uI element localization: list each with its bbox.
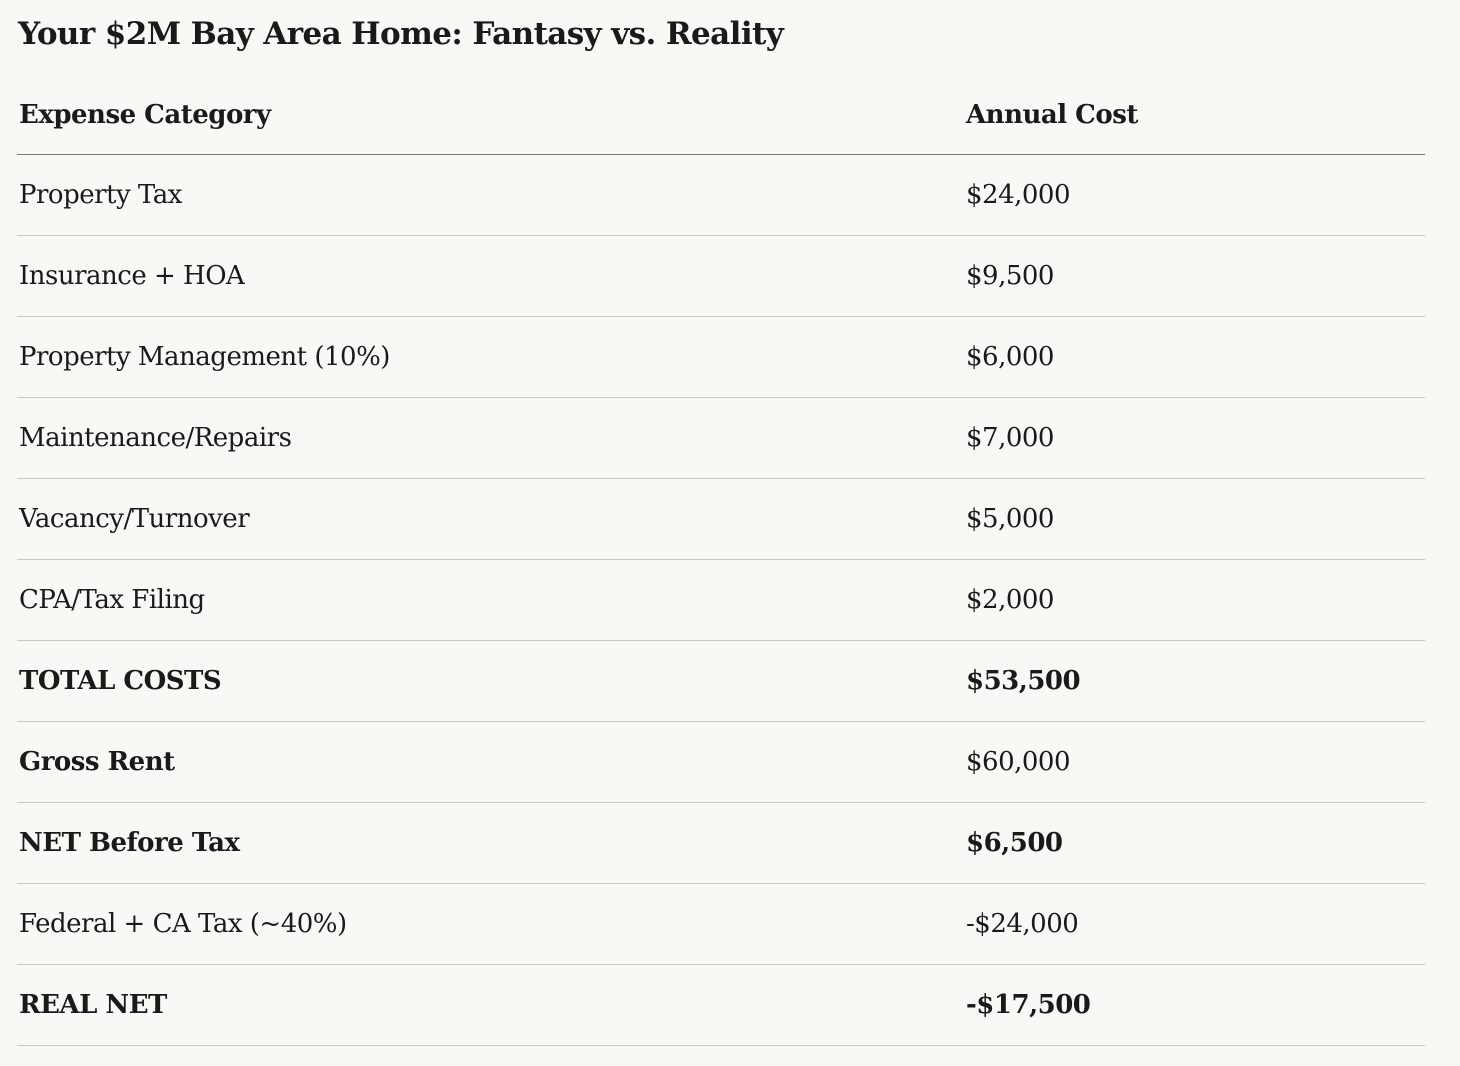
expense-category-cell: Property Management (10%) [17, 316, 964, 398]
expense-category-cell: NET Before Tax [17, 802, 964, 884]
table-header-row: Expense Category Annual Cost [17, 73, 1425, 155]
expense-category-cell: Vacancy/Turnover [17, 478, 964, 560]
annual-cost-cell: $60,000 [964, 721, 1425, 803]
table-row: Federal + CA Tax (~40%) -$24,000 [17, 883, 1425, 965]
table-row: Property Management (10%) $6,000 [17, 316, 1425, 398]
column-header-category: Expense Category [17, 73, 964, 155]
annual-cost-cell: $7,000 [964, 397, 1425, 479]
annual-cost-cell: $5,000 [964, 478, 1425, 560]
expense-category-cell: Gross Rent [17, 721, 964, 803]
expense-category-cell: Property Tax [17, 154, 964, 236]
annual-cost-cell: $6,500 [964, 802, 1425, 884]
table-row: Gross Rent $60,000 [17, 721, 1425, 803]
expense-category-cell: Maintenance/Repairs [17, 397, 964, 479]
table-row: REAL NET -$17,500 [17, 964, 1425, 1046]
expense-category-cell: CPA/Tax Filing [17, 559, 964, 641]
annual-cost-cell: $24,000 [964, 154, 1425, 236]
table-row: CPA/Tax Filing $2,000 [17, 559, 1425, 641]
annual-cost-cell: -$24,000 [964, 883, 1425, 965]
expense-category-cell: REAL NET [17, 964, 964, 1046]
annual-cost-cell: $9,500 [964, 235, 1425, 317]
annual-cost-cell: $6,000 [964, 316, 1425, 398]
expense-category-cell: TOTAL COSTS [17, 640, 964, 722]
annual-cost-cell: $2,000 [964, 559, 1425, 641]
table-row: Property Tax $24,000 [17, 154, 1425, 236]
table-row: Maintenance/Repairs $7,000 [17, 397, 1425, 479]
expense-category-cell: Insurance + HOA [17, 235, 964, 317]
table-row: Insurance + HOA $9,500 [17, 235, 1425, 317]
expense-table: Expense Category Annual Cost Property Ta… [17, 73, 1425, 1046]
expense-category-cell: Federal + CA Tax (~40%) [17, 883, 964, 965]
annual-cost-cell: $53,500 [964, 640, 1425, 722]
annual-cost-cell: -$17,500 [964, 964, 1425, 1046]
table-row: TOTAL COSTS $53,500 [17, 640, 1425, 722]
column-header-cost: Annual Cost [964, 73, 1425, 155]
table-row: Vacancy/Turnover $5,000 [17, 478, 1425, 560]
table-row: NET Before Tax $6,500 [17, 802, 1425, 884]
page-title: Your $2M Bay Area Home: Fantasy vs. Real… [18, 16, 784, 52]
